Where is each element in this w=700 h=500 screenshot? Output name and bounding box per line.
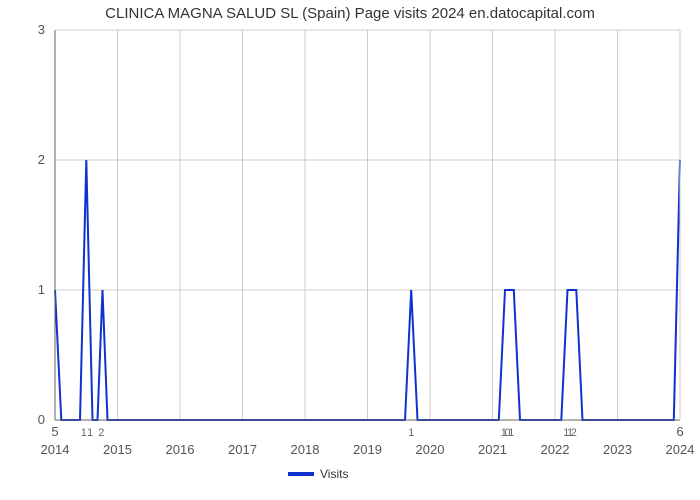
x-sub-label: 1 — [508, 427, 514, 439]
x-sub-label: 1 — [87, 427, 93, 439]
x-year-label: 2020 — [416, 442, 445, 457]
x-axis-years: 2014 2015 2016 2017 2018 2019 2020 2021 2022 2023… — [41, 442, 695, 457]
x-bottom-left: 5 — [51, 424, 58, 439]
x-year-label: 2024 — [666, 442, 695, 457]
x-year-label: 2017 — [228, 442, 257, 457]
x-year-label: 2015 — [103, 442, 132, 457]
chart-container: CLINICA MAGNA SALUD SL (Spain) Page visi… — [0, 0, 700, 500]
x-year-label: 2018 — [291, 442, 320, 457]
x-sub-label: 1 — [408, 427, 414, 439]
x-year-label: 2023 — [603, 442, 632, 457]
x-year-label: 2014 — [41, 442, 70, 457]
y-tick-label: 0 — [38, 412, 45, 427]
x-axis-sublabels: 561121101112 — [51, 424, 683, 439]
x-bottom-right: 6 — [676, 424, 683, 439]
x-sub-label: 2 — [571, 427, 577, 439]
y-tick-label: 2 — [38, 152, 45, 167]
x-year-label: 2021 — [478, 442, 507, 457]
chart-title: CLINICA MAGNA SALUD SL (Spain) Page visi… — [105, 5, 595, 22]
y-axis: 0 1 2 3 — [38, 22, 45, 427]
legend-label: Visits — [320, 467, 348, 481]
x-year-label: 2022 — [541, 442, 570, 457]
y-tick-label: 3 — [38, 22, 45, 37]
legend: Visits — [288, 467, 348, 481]
x-year-label: 2019 — [353, 442, 382, 457]
y-tick-label: 1 — [38, 282, 45, 297]
x-sub-label: 2 — [98, 427, 104, 439]
x-sub-label: 1 — [81, 427, 87, 439]
line-chart: CLINICA MAGNA SALUD SL (Spain) Page visi… — [0, 0, 700, 500]
chart-grid — [55, 30, 680, 420]
legend-swatch — [288, 472, 314, 476]
x-year-label: 2016 — [166, 442, 195, 457]
